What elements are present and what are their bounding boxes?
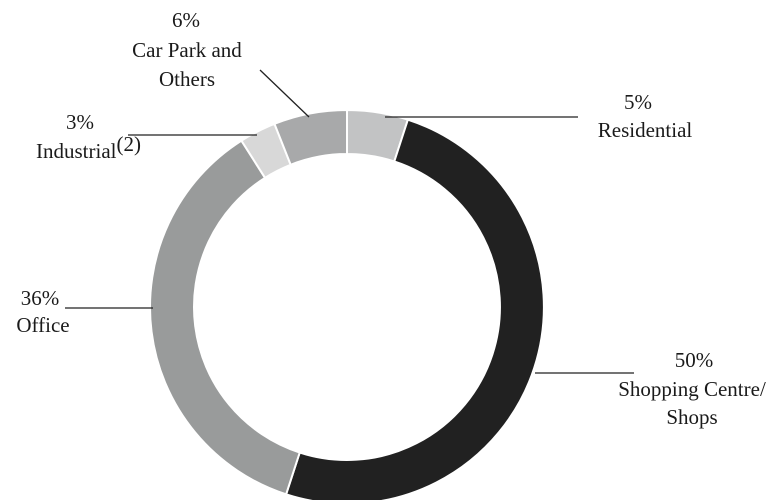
label-car-park: 6% Car Park and Others [132,8,242,91]
industrial-footnote: (2) [116,132,141,156]
shopping-label-line1: Shopping Centre/ [618,377,766,401]
office-percent: 36% [21,286,60,310]
leader-lines [65,69,634,374]
donut-slices [149,108,545,500]
leader-car-park [259,69,310,118]
slice-office [149,139,301,496]
label-office: 36% Office [16,286,69,337]
residential-percent: 5% [624,90,652,114]
industrial-percent: 3% [66,110,94,134]
carpark-label-line2: Others [159,67,215,91]
residential-label: Residential [598,118,693,142]
label-residential: 5% Residential [598,90,693,142]
label-industrial: 3% Industrial(2) [36,110,141,163]
industrial-label: Industrial(2) [36,132,141,163]
carpark-percent: 6% [172,8,200,32]
shopping-label-line2: Shops [666,405,717,429]
label-shopping-centre: 50% Shopping Centre/ Shops [618,348,766,429]
office-label: Office [16,313,69,337]
shopping-percent: 50% [675,348,714,372]
slice-shopping-centre [284,118,545,500]
carpark-label-line1: Car Park and [132,38,242,62]
industrial-label-text: Industrial [36,139,117,163]
slice-car-park [273,108,348,167]
